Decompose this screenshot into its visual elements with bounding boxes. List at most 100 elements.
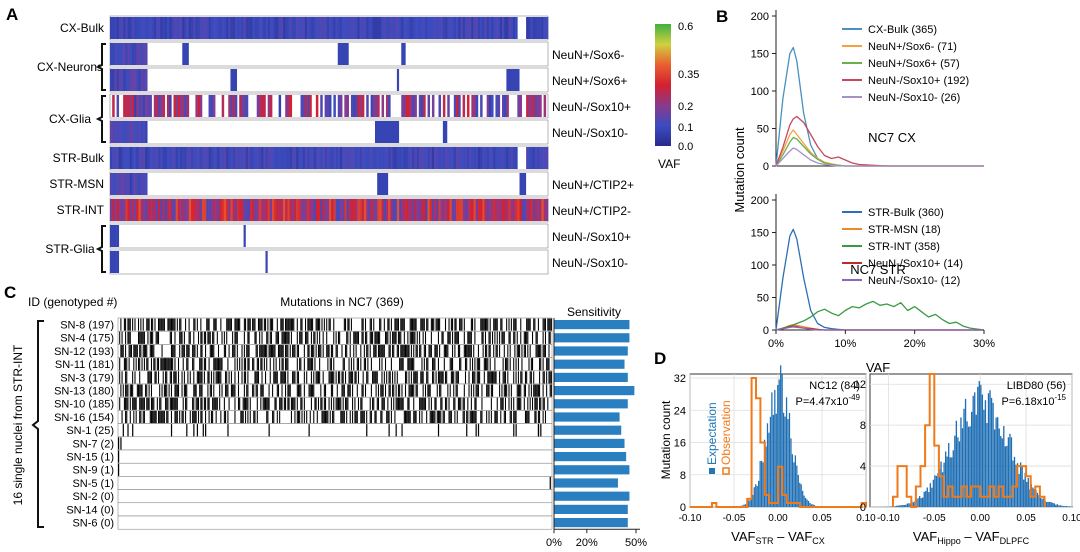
panel-c-mutation-mark	[193, 397, 195, 410]
heatmap-cell	[232, 95, 236, 117]
heatmap-cell	[519, 199, 523, 221]
panel-c-mutation-mark	[487, 358, 489, 371]
panel-c-mutation-mark	[412, 358, 414, 371]
heatmap-row-label: NeuN-/Sox10-	[552, 126, 628, 140]
heatmap-cell	[245, 17, 249, 39]
panel-c-mutation-mark	[515, 318, 517, 331]
panel-c-mutation-mark	[139, 358, 141, 371]
heatmap-cell	[232, 199, 236, 221]
heatmap-cell	[471, 147, 474, 169]
panel-c-mutation-mark	[205, 424, 207, 437]
colorbar-label: VAF	[658, 157, 680, 171]
panel-c-mutation-mark	[137, 331, 140, 344]
panel-d-expectation-bar	[759, 461, 761, 507]
panel-c-mutation-mark	[426, 318, 428, 331]
panel-c-mutation-mark	[453, 371, 455, 384]
panel-c-mutation-mark	[254, 371, 256, 384]
panel-c-mutation-mark	[402, 344, 404, 358]
heatmap-cell	[392, 199, 395, 221]
heatmap-cell	[127, 173, 131, 195]
panel-c-row-frame	[117, 502, 553, 517]
heatmap-cell	[510, 17, 514, 39]
heatmap-cell	[420, 17, 424, 39]
heatmap-cell	[364, 199, 367, 221]
panel-c-mutation-mark	[400, 344, 402, 358]
heatmap-cell	[129, 147, 133, 169]
panel-c-mutation-mark	[413, 371, 415, 384]
panel-c-mutation-mark	[381, 344, 383, 358]
panel-c-mutation-mark	[406, 371, 408, 384]
panel-c-mutation-mark	[442, 331, 444, 344]
panel-c-mutation-mark	[175, 384, 177, 397]
panel-c-mutation-mark	[413, 410, 415, 424]
panel-c-mutation-mark	[549, 384, 551, 397]
panel-c-mutation-mark	[132, 384, 134, 397]
panel-d-expectation-bar	[1003, 426, 1005, 507]
panel-c-mutation-mark	[526, 371, 528, 384]
panel-d-expectation-bar	[957, 437, 959, 507]
heatmap-cell	[510, 199, 514, 221]
panel-c-mutation-mark	[440, 384, 442, 397]
panel-c-mutation-mark	[496, 331, 498, 344]
panel-c-mutation-mark	[488, 410, 490, 424]
heatmap-cell	[425, 199, 428, 221]
panel-b-xtick-label: 10%	[834, 338, 856, 350]
panel-c-mutation-mark	[381, 410, 383, 424]
panel-c-mutation-mark	[536, 397, 538, 410]
panel-c-mutation-mark	[364, 358, 367, 371]
panel-c-mutation-mark	[287, 344, 289, 358]
panel-c-mutation-mark	[126, 358, 128, 371]
panel-d-expectation-bar	[944, 451, 947, 507]
panel-c-mutation-mark	[193, 344, 195, 358]
panel-c-mutation-mark	[544, 331, 547, 344]
panel-d-xlabel: VAFSTR – VAFCX	[731, 529, 825, 546]
heatmap-group-0: CX-Bulk	[60, 21, 105, 35]
panel-c-mutation-mark	[427, 358, 429, 371]
panel-c-mutation-mark	[490, 397, 492, 410]
panel-c-mutation-mark	[145, 384, 147, 397]
panel-c-mutation-mark	[503, 371, 505, 384]
panel-c-mutation-mark	[361, 331, 363, 344]
panel-c-mutation-mark	[157, 331, 160, 344]
heatmap-cell	[434, 147, 437, 169]
panel-c-mutation-mark	[219, 384, 221, 397]
panel-c-mutation-mark	[395, 397, 397, 410]
panel-c-mutation-mark	[172, 397, 174, 410]
heatmap-row-label: NeuN-/Sox10+	[552, 100, 631, 114]
panel-c-mutation-mark	[315, 318, 317, 331]
heatmap-cell	[313, 17, 317, 39]
heatmap-cell	[355, 147, 358, 169]
heatmap-cell	[346, 147, 350, 169]
heatmap-cell	[123, 147, 126, 169]
heatmap-cell	[359, 147, 363, 169]
heatmap-cell	[142, 69, 146, 91]
panel-c-mutation-mark	[143, 331, 145, 344]
heatmap-cell	[471, 95, 474, 117]
panel-c-mutation-mark	[177, 358, 180, 371]
panel-c-mutation-mark	[299, 384, 301, 397]
panel-c-mutation-mark	[310, 397, 312, 410]
panel-c-sensitivity-title: Sensitivity	[567, 305, 621, 319]
panel-c-mutation-mark	[242, 410, 244, 424]
heatmap-cell	[453, 147, 457, 169]
panel-c-mutation-mark	[459, 397, 461, 410]
heatmap-cell	[272, 199, 275, 221]
panel-c-mutation-mark	[501, 397, 503, 410]
heatmap-cell	[169, 199, 172, 221]
heatmap-cell	[298, 199, 301, 221]
panel-c-row-10: SN-15 (1)	[66, 449, 627, 464]
panel-c-mutation-mark	[526, 410, 528, 424]
heatmap-cell	[191, 199, 194, 221]
panel-c-mutation-mark	[347, 384, 349, 397]
panel-c-mutation-mark	[374, 344, 376, 358]
heatmap-cell	[147, 17, 150, 39]
panel-c-mutation-mark	[220, 371, 222, 384]
panel-c-mutation-mark	[174, 331, 176, 344]
panel-c-mutation-mark	[523, 331, 525, 344]
heatmap-cell	[247, 147, 251, 169]
panel-c-mutation-mark	[350, 371, 352, 384]
panel-c-mutation-mark	[495, 344, 497, 358]
heatmap-cell	[339, 199, 343, 221]
panel-c-mutation-mark	[321, 397, 323, 410]
panel-c-mutation-mark	[499, 371, 501, 384]
